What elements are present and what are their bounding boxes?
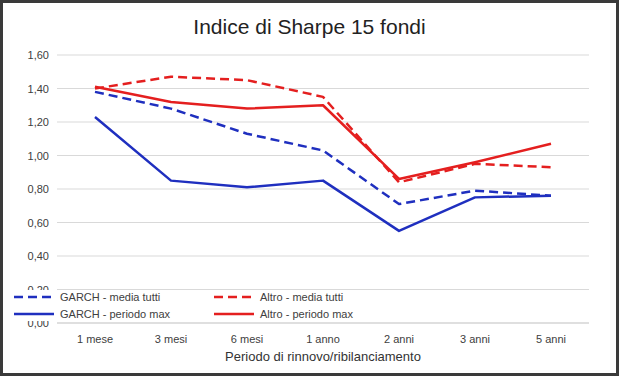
- x-tick-label: 2 anni: [384, 333, 414, 345]
- legend-bg: [212, 290, 402, 304]
- y-tick-label: 0,40: [28, 250, 49, 262]
- x-tick-label: 3 anni: [460, 333, 490, 345]
- y-tick-label: 0,60: [28, 217, 49, 229]
- grid-line: [57, 55, 589, 56]
- grid-line: [57, 122, 589, 123]
- grid-line: [57, 256, 589, 257]
- legend-bg: [12, 290, 202, 304]
- series-line: [95, 92, 551, 204]
- background: [0, 0, 619, 376]
- legend-label: GARCH - periodo max: [60, 308, 171, 320]
- y-tick-label: 1,40: [28, 83, 49, 95]
- series-line: [95, 117, 551, 231]
- legend-bg: [212, 307, 402, 321]
- legend-swatch: [14, 313, 54, 316]
- legend-swatch: [214, 313, 254, 316]
- series-line: [95, 87, 551, 179]
- x-tick-label: 1 anno: [306, 333, 340, 345]
- outer-frame: [2, 2, 618, 375]
- legend-label: Altro - media tutti: [260, 291, 343, 303]
- grid-line: [57, 323, 589, 324]
- legend-swatch: [214, 296, 254, 299]
- title: Indice di Sharpe 15 fondi: [193, 15, 425, 38]
- x-axis-title: Periodo di rinnovo/ribilanciamento: [225, 349, 421, 364]
- y-tick-label: 1,00: [28, 150, 49, 162]
- grid-line: [57, 289, 589, 290]
- x-tick-label: 6 mesi: [231, 333, 263, 345]
- plot-area: [95, 77, 551, 231]
- legend-swatch: [14, 296, 54, 299]
- legend-label: Altro - periodo max: [260, 308, 353, 320]
- series-line: [95, 77, 551, 183]
- chart: Indice di Sharpe 15 fondi0,000,200,400,6…: [0, 0, 619, 376]
- x-tick-label: 5 anni: [536, 333, 566, 345]
- legend-label: GARCH - media tutti: [60, 291, 160, 303]
- x-tick-label: 1 mese: [77, 333, 113, 345]
- y-tick-label: 1,60: [28, 49, 49, 61]
- legend-bg: [12, 307, 202, 321]
- legend: GARCH - media tutti Altro - media tutti GA…: [12, 290, 402, 321]
- grid-line: [57, 189, 589, 190]
- x-tick-label: 3 mesi: [155, 333, 187, 345]
- y-tick-label: 0,80: [28, 183, 49, 195]
- grid-line: [57, 88, 589, 89]
- y-tick-label: 1,20: [28, 116, 49, 128]
- grid-line: [57, 222, 589, 223]
